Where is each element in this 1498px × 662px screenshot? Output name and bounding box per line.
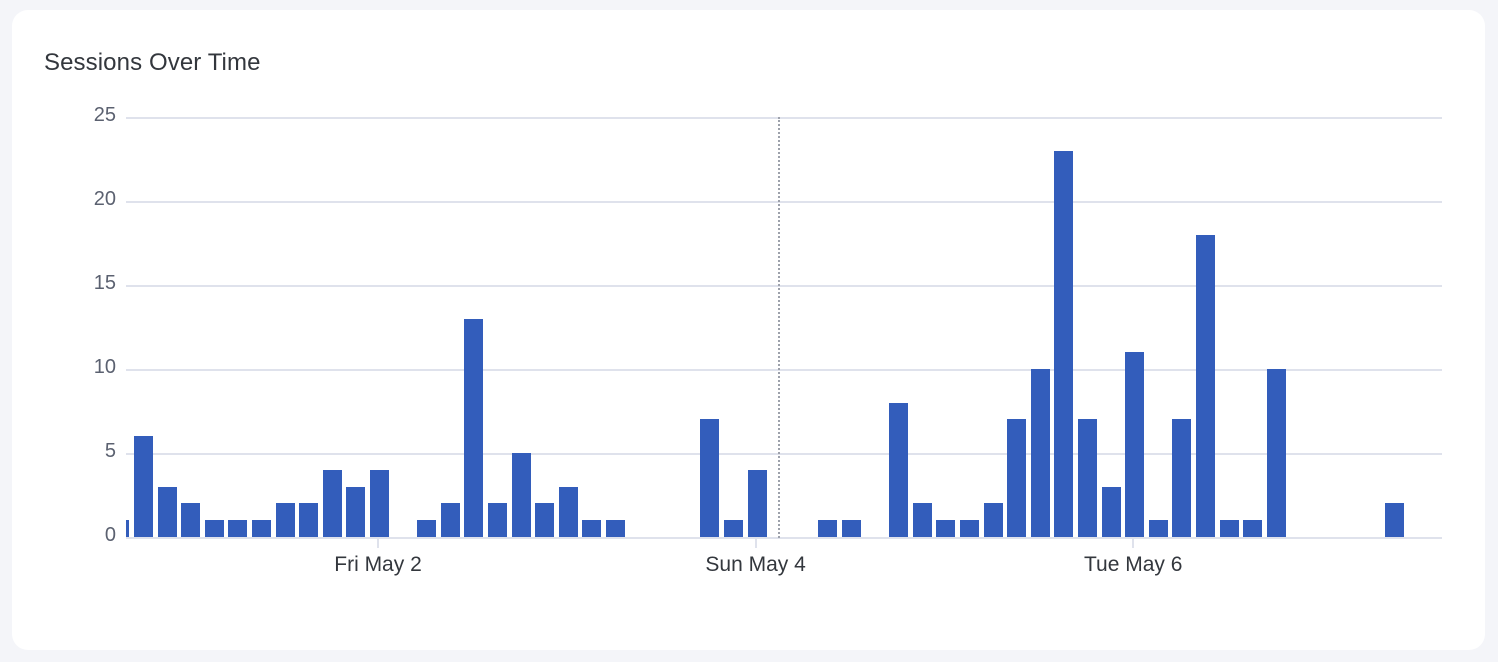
y-tick-label: 20: [93, 188, 116, 210]
bar[interactable]: [346, 486, 366, 537]
bar[interactable]: [1196, 234, 1215, 537]
y-tick-label: 0: [104, 524, 116, 546]
gridline: [126, 369, 1442, 371]
bar[interactable]: [960, 520, 979, 537]
bar[interactable]: [440, 503, 460, 537]
bar[interactable]: [983, 503, 1003, 537]
bar[interactable]: [912, 503, 932, 537]
bar[interactable]: [582, 520, 602, 537]
x-tick-label: Sun May 4: [705, 553, 806, 576]
bar[interactable]: [181, 503, 201, 537]
bar[interactable]: [1007, 419, 1027, 537]
bar[interactable]: [606, 520, 625, 537]
y-tick-label: 10: [93, 356, 116, 378]
bar[interactable]: [1054, 150, 1074, 537]
bar[interactable]: [228, 520, 248, 537]
plot-area[interactable]: [126, 100, 1442, 540]
gridline: [126, 537, 1442, 539]
gridline: [126, 453, 1442, 455]
bar[interactable]: [535, 503, 555, 537]
bar[interactable]: [134, 436, 153, 537]
bar[interactable]: [1125, 352, 1145, 537]
y-tick-label: 15: [93, 272, 116, 294]
bar[interactable]: [558, 486, 578, 537]
bar[interactable]: [370, 469, 389, 537]
bar[interactable]: [1243, 520, 1263, 537]
bar[interactable]: [275, 503, 295, 537]
bar[interactable]: [724, 520, 743, 537]
bar[interactable]: [1172, 419, 1192, 537]
chart-title: Sessions Over Time: [44, 49, 261, 76]
y-tick-label: 25: [93, 104, 116, 126]
bar[interactable]: [252, 520, 271, 537]
sessions-chart-card: [12, 10, 1485, 650]
bar[interactable]: [747, 469, 767, 537]
gridline: [126, 117, 1442, 119]
bar[interactable]: [322, 469, 342, 537]
bar[interactable]: [464, 318, 484, 537]
bar[interactable]: [1078, 419, 1097, 537]
bar[interactable]: [1266, 369, 1286, 537]
bar[interactable]: [126, 520, 130, 537]
y-tick-label: 5: [104, 440, 116, 462]
bar[interactable]: [889, 402, 909, 537]
bar[interactable]: [1030, 369, 1050, 537]
bar[interactable]: [1148, 520, 1168, 537]
bar[interactable]: [157, 486, 177, 537]
bar[interactable]: [700, 419, 720, 537]
bar[interactable]: [1384, 503, 1404, 537]
bar[interactable]: [1101, 486, 1121, 537]
gridline: [126, 285, 1442, 287]
x-tick-mark: [377, 538, 379, 548]
x-tick-mark: [1132, 538, 1135, 548]
bar[interactable]: [818, 520, 838, 537]
bar[interactable]: [204, 520, 224, 537]
bar[interactable]: [417, 520, 437, 537]
gridline: [126, 201, 1442, 203]
bar[interactable]: [1219, 520, 1239, 537]
hover-crosshair: [778, 117, 780, 538]
bar[interactable]: [936, 520, 956, 537]
x-tick-label: Tue May 6: [1083, 553, 1183, 576]
bar[interactable]: [299, 503, 319, 537]
bar[interactable]: [511, 453, 531, 537]
bar[interactable]: [842, 520, 861, 537]
bar[interactable]: [488, 503, 507, 537]
x-tick-mark: [754, 538, 757, 548]
x-tick-label: Fri May 2: [334, 553, 422, 576]
